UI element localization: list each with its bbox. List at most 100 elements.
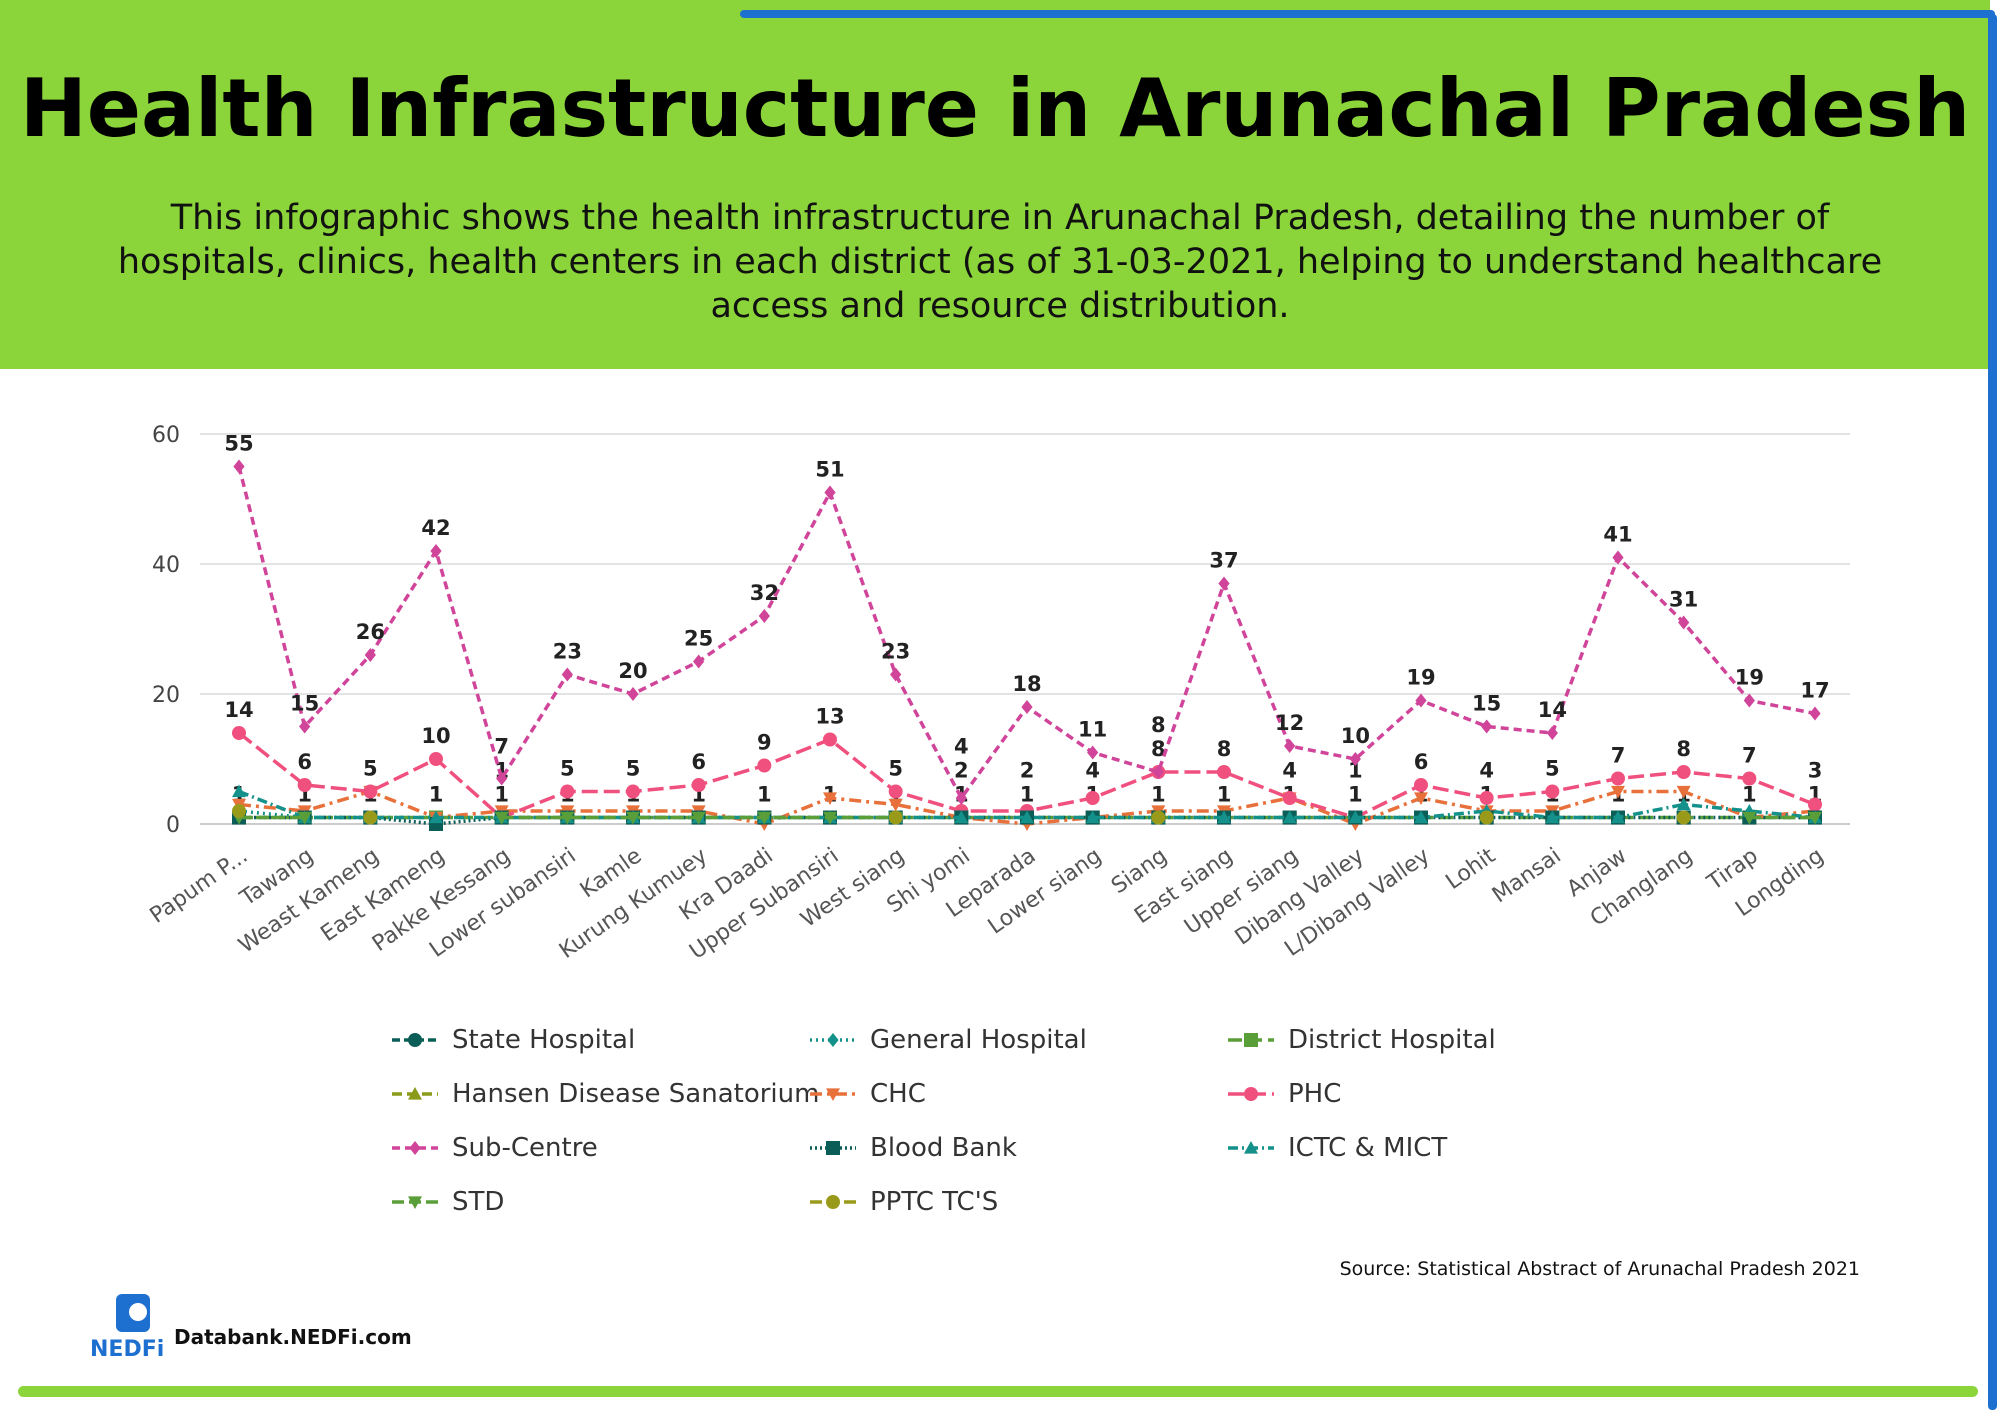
data-point	[1282, 810, 1297, 824]
legend-label: Sub-Centre	[452, 1133, 598, 1163]
data-point	[1244, 1087, 1258, 1101]
data-label: 1	[494, 783, 509, 807]
data-point	[1676, 797, 1691, 811]
data-label: 1	[757, 783, 772, 807]
data-label: 1	[1348, 783, 1363, 807]
legend-marker-icon	[392, 1087, 438, 1100]
data-point	[1611, 810, 1625, 824]
data-point	[1546, 726, 1558, 740]
brand-link[interactable]: Databank.NEDFi.com	[174, 1325, 412, 1349]
data-label: 1	[1742, 783, 1757, 807]
data-point	[1676, 765, 1691, 779]
data-label: 5	[626, 757, 641, 781]
x-tick-label: Lower siang	[984, 843, 1106, 939]
data-point	[1151, 810, 1166, 825]
data-point	[758, 609, 770, 623]
data-label: 1	[1217, 783, 1232, 807]
legend-label: District Hospital	[1288, 1025, 1496, 1055]
x-tick-label: Mansai	[1488, 843, 1566, 908]
legend-item: PHC	[1226, 1079, 1341, 1109]
data-point	[823, 732, 837, 747]
legend-label: PHC	[1288, 1079, 1342, 1109]
data-label: 42	[421, 516, 450, 540]
data-label: 23	[881, 640, 910, 664]
data-label: 20	[618, 659, 647, 683]
x-tick-label: Papum P...	[146, 843, 253, 928]
data-label: 4	[1282, 759, 1297, 783]
data-label: 5	[888, 757, 903, 781]
data-point	[430, 544, 442, 558]
data-point	[1808, 811, 1822, 825]
data-point	[409, 1141, 421, 1155]
data-label: 41	[1603, 523, 1632, 547]
data-label: 4	[1479, 759, 1494, 783]
data-point	[1611, 771, 1625, 786]
data-label: 1	[1348, 759, 1363, 783]
data-point	[1611, 785, 1625, 799]
legend-label: General Hospital	[870, 1025, 1087, 1055]
y-tick-label: 0	[166, 813, 180, 838]
data-label: 7	[1742, 744, 1757, 768]
data-label: 15	[1472, 692, 1501, 716]
data-label: 1	[1020, 783, 1035, 807]
data-point	[1087, 745, 1099, 760]
data-label: 10	[421, 724, 450, 748]
data-point	[429, 752, 443, 766]
decorative-bottom-line	[18, 1386, 1978, 1397]
data-point	[496, 771, 508, 786]
data-label: 51	[815, 458, 844, 482]
data-point	[560, 784, 575, 799]
data-label: 6	[297, 750, 312, 774]
legend-label: ICTC & MICT	[1288, 1133, 1448, 1163]
data-point	[1545, 784, 1560, 799]
data-point	[955, 791, 967, 805]
legend-marker-icon	[810, 1088, 856, 1101]
data-label: 1	[1151, 783, 1166, 807]
y-tick-label: 40	[152, 553, 180, 578]
data-label: 5	[363, 757, 378, 781]
data-label: 12	[1275, 711, 1304, 735]
data-point	[1479, 791, 1494, 805]
data-point	[1152, 765, 1164, 779]
data-point	[1349, 752, 1361, 766]
decorative-right-line	[1988, 14, 1997, 1410]
data-point	[1284, 739, 1296, 753]
data-label: 4	[954, 735, 969, 759]
decorative-top-line	[740, 10, 1995, 18]
data-point	[888, 810, 903, 825]
data-label: 6	[1414, 750, 1429, 774]
data-point	[363, 784, 378, 799]
data-label: 23	[553, 640, 582, 664]
data-label: 55	[224, 432, 253, 456]
data-point	[1479, 810, 1494, 825]
data-label: 14	[1538, 698, 1567, 722]
data-point	[757, 758, 772, 773]
legend-label: Blood Bank	[870, 1133, 1017, 1163]
legend-marker-icon	[392, 1033, 438, 1047]
data-point	[233, 459, 245, 474]
y-tick-label: 20	[152, 683, 180, 708]
data-point	[364, 648, 376, 662]
data-label: 31	[1669, 588, 1698, 612]
data-label: 18	[1012, 672, 1041, 696]
legend-label: Hansen Disease Sanatorium	[452, 1079, 820, 1109]
data-point	[1612, 550, 1624, 565]
data-point	[1676, 810, 1691, 825]
legend-marker-icon	[1228, 1087, 1274, 1101]
data-point	[627, 687, 639, 701]
legend-item: District Hospital	[1226, 1025, 1496, 1055]
data-point	[626, 811, 640, 825]
data-point	[1348, 810, 1363, 824]
data-point	[297, 778, 312, 792]
data-point	[888, 784, 903, 799]
data-point	[408, 1033, 422, 1047]
legend-item: Hansen Disease Sanatorium	[390, 1079, 819, 1109]
data-point	[826, 1088, 840, 1101]
data-point	[1742, 771, 1757, 786]
data-point	[890, 667, 902, 682]
data-label: 8	[1151, 737, 1166, 761]
data-point	[757, 811, 772, 825]
data-label: 25	[684, 627, 713, 651]
